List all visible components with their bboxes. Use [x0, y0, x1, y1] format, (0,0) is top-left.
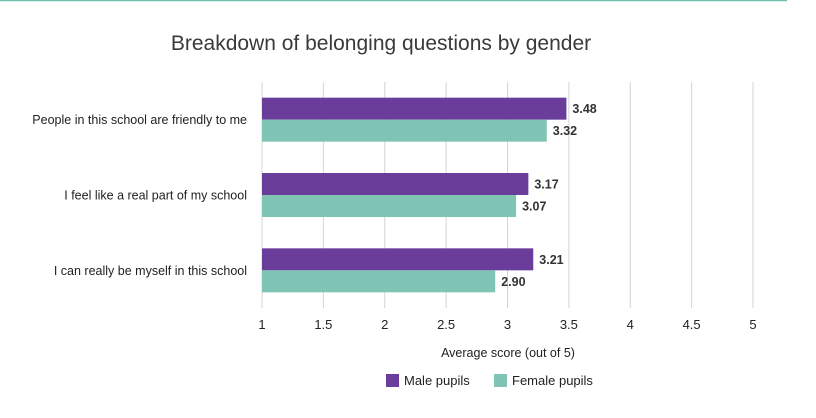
- x-tick-label: 2.5: [437, 317, 455, 332]
- data-label: 3.07: [522, 200, 546, 214]
- bar-male-pupils-1: [262, 173, 529, 195]
- bar-female-pupils-0: [262, 119, 547, 142]
- category-labels: People in this school are friendly to me…: [32, 113, 247, 278]
- bar-female-pupils-1: [262, 195, 517, 217]
- legend-swatch: [494, 374, 507, 387]
- data-label: 2.90: [501, 275, 525, 289]
- bar-male-pupils-0: [262, 97, 567, 120]
- data-labels: 3.48 3.32 3.17 3.07 3.21 2.90: [501, 102, 597, 289]
- x-tick-labels: 1 1.5 2 2.5 3 3.5 4 4.5 5: [258, 317, 756, 332]
- chart-title: Breakdown of belonging questions by gend…: [171, 32, 591, 55]
- x-tick-label: 1: [258, 317, 265, 332]
- x-tick-label: 2: [381, 317, 388, 332]
- x-tick-label: 3: [504, 317, 511, 332]
- legend-label: Female pupils: [512, 373, 593, 388]
- x-tick-label: 4: [627, 317, 634, 332]
- bar-female-pupils-2: [262, 270, 496, 293]
- x-axis-title: Average score (out of 5): [441, 346, 575, 360]
- data-label: 3.21: [539, 253, 563, 267]
- x-tick-label: 3.5: [560, 317, 578, 332]
- category-label: I can really be myself in this school: [54, 264, 247, 278]
- x-tick-label: 1.5: [314, 317, 332, 332]
- legend: Male pupils Female pupils: [386, 373, 593, 388]
- bars: [262, 97, 567, 293]
- data-label: 3.32: [553, 124, 577, 138]
- data-label: 3.17: [534, 178, 558, 192]
- category-label: I feel like a real part of my school: [64, 189, 247, 203]
- data-label: 3.48: [572, 102, 596, 116]
- bar-male-pupils-2: [262, 248, 534, 271]
- legend-swatch: [386, 374, 399, 387]
- legend-label: Male pupils: [404, 373, 470, 388]
- x-tick-label: 5: [749, 317, 756, 332]
- x-tick-label: 4.5: [683, 317, 701, 332]
- category-label: People in this school are friendly to me: [32, 113, 247, 127]
